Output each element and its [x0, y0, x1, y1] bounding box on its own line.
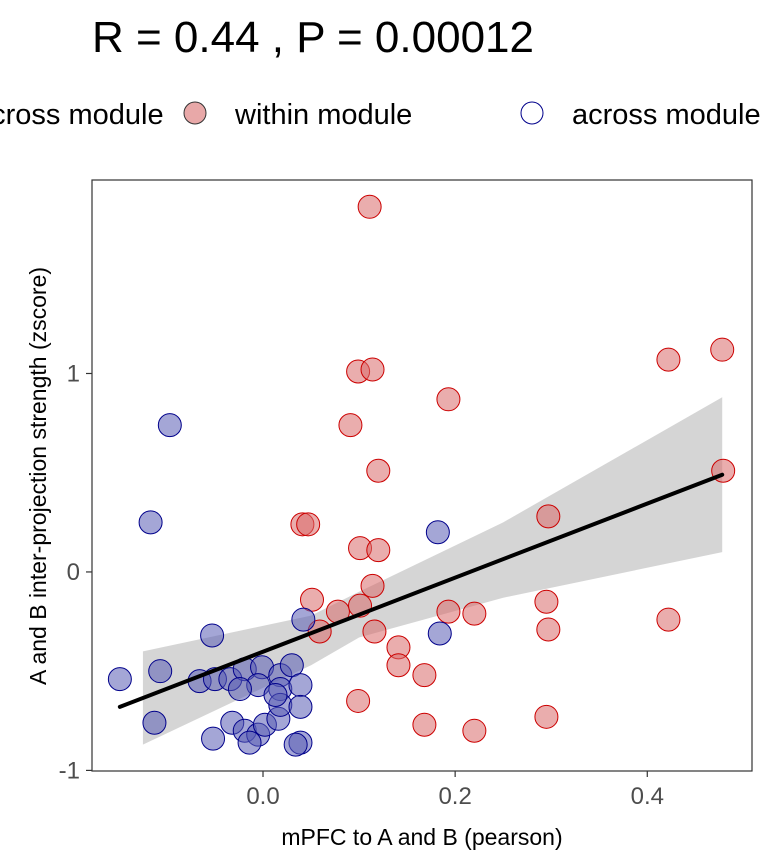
point-across-module [107, 667, 132, 692]
point-within-module [534, 704, 559, 729]
x-tick-label: 0.4 [631, 783, 664, 810]
point-across-module [142, 710, 167, 735]
point-across-module [200, 623, 225, 648]
point-across-module [237, 730, 262, 755]
point-within-module [534, 589, 559, 614]
point-within-module [357, 194, 382, 219]
point-within-module [366, 538, 391, 563]
point-within-module [436, 387, 461, 412]
point-within-module [296, 512, 321, 537]
point-within-module [386, 653, 411, 678]
point-within-module [362, 619, 387, 644]
legend-key-across-module [520, 101, 544, 125]
point-across-module [288, 694, 313, 719]
x-tick-label: 0.2 [438, 783, 471, 810]
plot-panel-border [91, 179, 753, 772]
point-across-module [148, 659, 173, 684]
point-within-module [360, 357, 385, 382]
point-across-module [157, 413, 182, 438]
point-within-module [710, 337, 735, 362]
point-across-module [138, 510, 163, 535]
regression-line-layer [117, 472, 725, 709]
point-within-module [656, 347, 681, 372]
point-within-module [412, 712, 437, 737]
point-across-module [427, 621, 452, 646]
axes: 0.0 0.2 0.4 -1 0 1 [59, 360, 664, 810]
legend-key-within-module [183, 101, 207, 125]
point-within-module [300, 587, 324, 612]
point-across-module [288, 673, 313, 698]
point-across-module [291, 607, 316, 632]
y-tick-label: -1 [59, 757, 80, 784]
point-within-module [436, 599, 461, 624]
point-across-module [425, 520, 450, 545]
points-layer [107, 194, 736, 757]
x-axis-label: mPFC to A and B (pearson) [281, 824, 562, 850]
point-across-module [263, 682, 288, 707]
point-across-module [283, 732, 308, 757]
x-tick-label: 0.0 [246, 783, 279, 810]
legend: across module within module across module [0, 99, 761, 131]
regression-line [117, 472, 725, 709]
y-tick-label: 0 [67, 559, 80, 586]
point-within-module [338, 413, 363, 438]
point-across-module [201, 726, 226, 751]
point-within-module [346, 688, 371, 713]
point-within-module [462, 601, 487, 626]
point-within-module [656, 607, 681, 632]
point-within-module [536, 617, 561, 642]
chart-title: R = 0.44 , P = 0.00012 [92, 13, 534, 62]
point-within-module [536, 504, 561, 529]
point-within-module [462, 718, 487, 743]
y-axis-label: A and B inter-projection strength (zscor… [25, 267, 51, 685]
point-within-module [412, 663, 437, 688]
legend-label: across module [0, 99, 164, 131]
point-within-module [366, 458, 391, 483]
point-across-module [227, 677, 252, 702]
point-within-module [360, 573, 385, 598]
y-tick-label: 1 [67, 360, 80, 387]
point-across-module [279, 653, 304, 678]
legend-label: within module [234, 99, 412, 131]
legend-label: across module [572, 99, 761, 131]
